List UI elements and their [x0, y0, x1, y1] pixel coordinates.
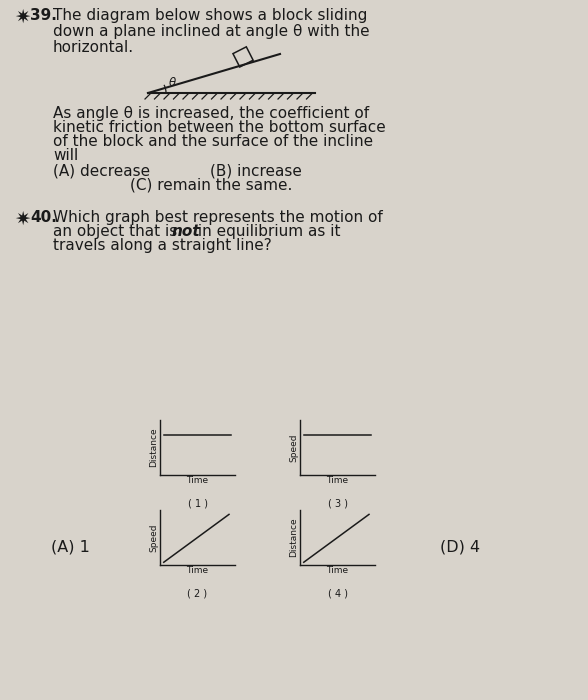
Y-axis label: Speed: Speed [290, 433, 299, 462]
Text: of the block and the surface of the incline: of the block and the surface of the incl… [53, 134, 373, 149]
X-axis label: Time: Time [326, 477, 349, 485]
Text: will: will [53, 148, 78, 163]
X-axis label: Time: Time [326, 566, 349, 575]
Text: The diagram below shows a block sliding: The diagram below shows a block sliding [53, 8, 368, 23]
Text: (C) 3: (C) 3 [306, 540, 345, 555]
Text: As angle θ is increased, the coefficient of: As angle θ is increased, the coefficient… [53, 106, 369, 121]
Text: not: not [172, 224, 201, 239]
Text: kinetic friction between the bottom surface: kinetic friction between the bottom surf… [53, 120, 386, 135]
Text: ( 3 ): ( 3 ) [328, 498, 348, 508]
Text: (D) 4: (D) 4 [440, 540, 480, 555]
Text: 40.: 40. [30, 210, 57, 225]
Text: (B) increase: (B) increase [210, 164, 302, 179]
Y-axis label: Distance: Distance [290, 518, 299, 557]
Text: $\theta$: $\theta$ [168, 76, 177, 89]
Text: ✷: ✷ [14, 8, 31, 27]
Text: Which graph best represents the motion of: Which graph best represents the motion o… [53, 210, 383, 225]
Y-axis label: Speed: Speed [149, 524, 159, 552]
Text: (B) 2: (B) 2 [176, 540, 215, 555]
X-axis label: Time: Time [186, 566, 209, 575]
Y-axis label: Distance: Distance [149, 428, 159, 468]
Text: (C) remain the same.: (C) remain the same. [130, 178, 292, 193]
Text: 39.: 39. [30, 8, 57, 23]
Text: ✷: ✷ [14, 210, 31, 229]
Text: down a plane inclined at angle θ with the: down a plane inclined at angle θ with th… [53, 24, 370, 39]
Text: ( 4 ): ( 4 ) [328, 588, 348, 598]
Text: (A) 1: (A) 1 [51, 540, 89, 555]
Text: ( 1 ): ( 1 ) [188, 498, 208, 508]
Text: an object that is: an object that is [53, 224, 182, 239]
X-axis label: Time: Time [186, 477, 209, 485]
Text: (A) decrease: (A) decrease [53, 164, 150, 179]
Text: horizontal.: horizontal. [53, 40, 134, 55]
Text: in equilibrium as it: in equilibrium as it [193, 224, 340, 239]
Text: travels along a straight line?: travels along a straight line? [53, 238, 272, 253]
Text: ( 2 ): ( 2 ) [188, 588, 208, 598]
